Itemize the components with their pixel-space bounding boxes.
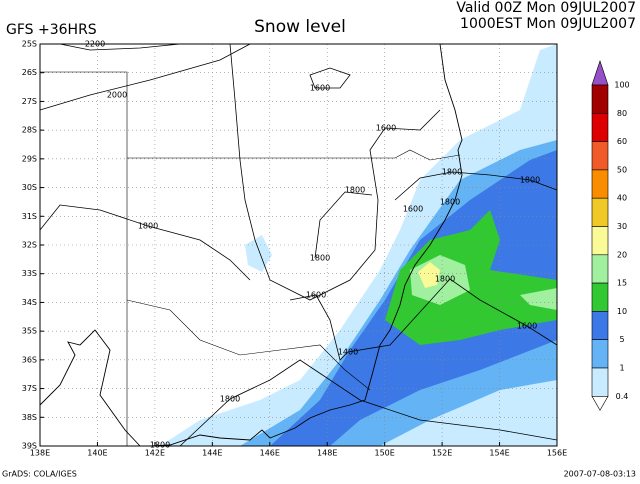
lon-label: 152E xyxy=(432,449,452,458)
contour-label: 2000 xyxy=(107,91,127,100)
contour-label: 1600 xyxy=(403,205,423,214)
contour-label: 1800 xyxy=(435,275,455,284)
colorbar-label: 40 xyxy=(617,194,627,203)
colorbar-label: 50 xyxy=(617,165,627,174)
colorbar-label: 80 xyxy=(617,109,627,118)
colorbar-label: 20 xyxy=(617,250,627,259)
lon-label: 140E xyxy=(87,449,107,458)
contour-label: 1800 xyxy=(440,198,460,207)
valid-time: Valid 00Z Mon 09JUL2007 xyxy=(456,0,636,16)
colorbar-label: 10 xyxy=(617,307,627,316)
credit: GrADS: COLA/IGES xyxy=(2,470,77,479)
contour-label: 1800 xyxy=(345,186,365,195)
contour xyxy=(314,191,373,259)
lat-label: 34S xyxy=(22,298,37,307)
colorbar-label: 60 xyxy=(617,137,627,146)
lat-label: 36S xyxy=(22,355,37,364)
contour-label: 1800 xyxy=(442,168,462,177)
contour-label: 1600 xyxy=(306,291,326,300)
contour-label: 1600 xyxy=(310,84,330,93)
contour xyxy=(179,359,558,447)
lat-label: 37S xyxy=(22,384,37,393)
colorbar-box xyxy=(591,311,609,340)
colorbar-label: 5 xyxy=(619,335,624,344)
colorbar-box xyxy=(591,254,609,284)
lat-label: 30S xyxy=(22,183,37,192)
colorbar-box xyxy=(591,367,609,397)
valid-time-local: 1000EST Mon 09JUL2007 xyxy=(460,16,636,32)
graticule xyxy=(40,44,557,446)
state-border xyxy=(126,299,371,391)
lat-label: 26S xyxy=(22,68,37,77)
colorbar-box xyxy=(591,226,609,256)
colorbar-label: 1 xyxy=(619,364,624,373)
borders xyxy=(40,71,461,446)
lon-label: 146E xyxy=(260,449,280,458)
lat-label: 27S xyxy=(22,97,37,106)
contour-label: 1800 xyxy=(138,222,158,231)
lat-label: 35S xyxy=(22,327,37,336)
contour-label: 1800 xyxy=(310,254,330,263)
colorbar-box xyxy=(591,282,609,312)
contour-label: 1600 xyxy=(517,322,537,331)
contour xyxy=(394,171,558,201)
lon-label: 154E xyxy=(489,449,509,458)
lat-label: 31S xyxy=(22,212,37,221)
shade-yellow xyxy=(418,262,440,288)
lat-label: 39S xyxy=(22,442,37,451)
contour-label: 1800 xyxy=(220,395,240,404)
colorbar-label: 100 xyxy=(614,81,629,90)
lon-label: 142E xyxy=(145,449,165,458)
lon-label: 156E xyxy=(547,449,567,458)
lon-label: 150E xyxy=(375,449,395,458)
lon-label: 148E xyxy=(317,449,337,458)
contour xyxy=(59,43,181,51)
contour xyxy=(229,43,441,301)
coast-gulfs xyxy=(39,329,141,447)
colorbar-box xyxy=(591,339,609,369)
coast-east xyxy=(149,43,463,447)
colorbar-box xyxy=(591,197,609,227)
colorbar-box xyxy=(591,84,609,114)
timestamp: 2007-07-08-03:13 xyxy=(564,470,636,479)
contour-label: 1400 xyxy=(338,348,358,357)
lat-label: 29S xyxy=(22,154,37,163)
model-label: GFS +36HRS xyxy=(6,22,97,38)
contour xyxy=(39,204,251,281)
colorbar-label: 30 xyxy=(617,222,627,231)
contour xyxy=(289,278,558,361)
lon-label: 144E xyxy=(202,449,222,458)
contour xyxy=(309,67,351,89)
colorbar-box xyxy=(591,169,609,199)
contours xyxy=(39,43,558,447)
contour xyxy=(39,43,251,111)
contour-label: 1600 xyxy=(376,124,396,133)
lon-label: 138E xyxy=(30,449,50,458)
lat-label: 38S xyxy=(22,413,37,422)
lat-label: 33S xyxy=(22,269,37,278)
state-border xyxy=(40,71,128,446)
map-title: Snow level xyxy=(254,17,346,37)
colorbar-under xyxy=(591,395,609,411)
contour-label: 1800 xyxy=(150,441,170,450)
shade-green xyxy=(385,210,557,345)
coastline xyxy=(39,43,463,447)
lat-label: 25S xyxy=(22,40,37,49)
shading xyxy=(160,44,557,446)
state-border xyxy=(127,149,461,161)
colorbar-label: 0.4 xyxy=(616,392,629,401)
colorbar-label: 15 xyxy=(617,279,627,288)
shade-pale xyxy=(245,235,272,272)
colorbar-box xyxy=(591,113,609,142)
lat-label: 28S xyxy=(22,126,37,135)
shade-light-green xyxy=(520,288,557,310)
contour-label: 2200 xyxy=(85,40,105,49)
contour-label: 1800 xyxy=(520,176,540,185)
lat-label: 32S xyxy=(22,241,37,250)
colorbar-box xyxy=(591,141,609,171)
